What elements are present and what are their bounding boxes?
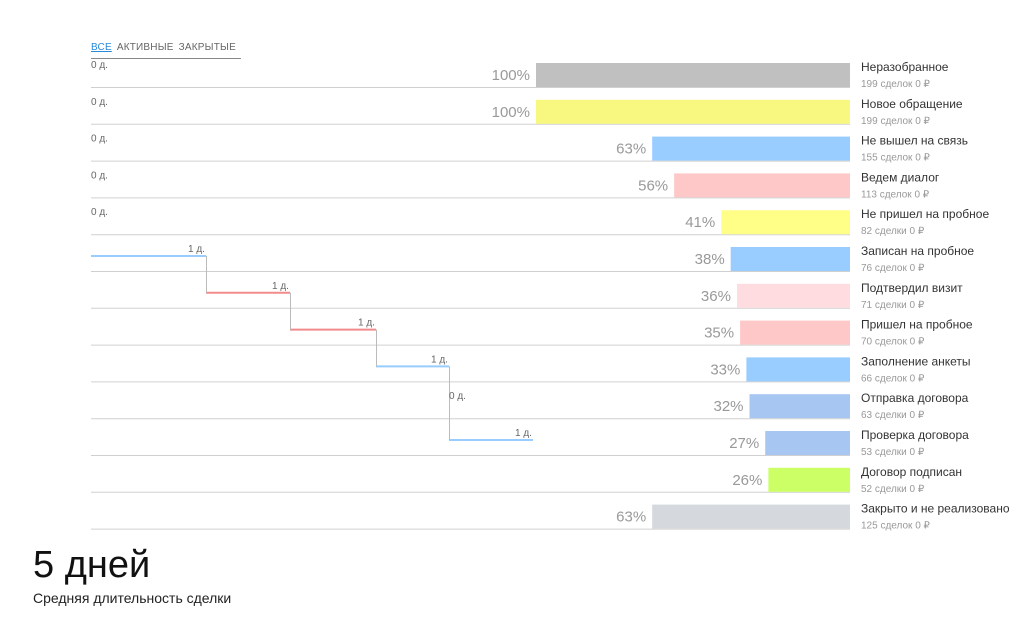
funnel-bar	[536, 63, 850, 87]
funnel-bar	[749, 394, 850, 419]
stage-deals: 125 сделок 0 ₽	[861, 521, 931, 532]
stage-deals: 71 сделки 0 ₽	[861, 300, 925, 311]
percent-label: 41%	[685, 214, 715, 231]
stage-name: Закрыто и не реализовано	[861, 502, 1010, 516]
duration-label: 0 д.	[91, 207, 108, 218]
stage-name: Проверка договора	[861, 428, 969, 442]
duration-label: 0 д.	[91, 97, 108, 108]
funnel-bar	[746, 357, 850, 382]
stage-name: Неразобранное	[861, 60, 949, 74]
average-duration-value: 5 дней	[33, 544, 151, 586]
status-filter-tabs: ВСЕ АКТИВНЫЕ ЗАКРЫТЫЕ	[91, 42, 241, 59]
stage-name: Не пришел на пробное	[861, 207, 989, 221]
percent-label: 63%	[616, 509, 646, 526]
average-duration-caption: Средняя длительность сделки	[33, 590, 232, 606]
percent-label: 56%	[638, 177, 668, 194]
stage-name: Не вышел на связь	[861, 134, 968, 148]
percent-label: 100%	[492, 104, 530, 121]
duration-label: 0 д.	[91, 60, 108, 71]
stage-deals: 76 сделок 0 ₽	[861, 263, 925, 274]
stage-deals: 199 сделок 0 ₽	[861, 116, 931, 127]
duration-label: 0 д.	[91, 170, 108, 181]
percent-label: 38%	[695, 251, 725, 268]
stage-deals: 53 сделки 0 ₽	[861, 447, 925, 458]
percent-label: 33%	[710, 361, 740, 378]
stage-name: Отправка договора	[861, 391, 969, 405]
funnel-bar	[740, 320, 850, 345]
filter-all-tab[interactable]: ВСЕ	[91, 42, 112, 53]
filter-active-tab[interactable]: АКТИВНЫЕ	[116, 42, 174, 53]
funnel-bar	[536, 99, 850, 124]
stage-name: Ведем диалог	[861, 170, 940, 184]
stage-deals: 113 сделок 0 ₽	[861, 189, 930, 200]
stage-name: Записан на пробное	[861, 244, 974, 258]
percent-label: 35%	[704, 325, 734, 342]
stage-deals: 63 сделки 0 ₽	[861, 410, 925, 421]
percent-label: 63%	[616, 141, 646, 158]
stage-deals: 199 сделок 0 ₽	[861, 79, 931, 90]
stage-name: Новое обращение	[861, 97, 963, 111]
stage-name: Подтвердил визит	[861, 281, 963, 295]
percent-label: 100%	[492, 67, 530, 84]
stage-deals: 52 сделки 0 ₽	[861, 484, 925, 495]
funnel-bar	[765, 431, 850, 455]
stage-name: Пришел на пробное	[861, 318, 973, 332]
stage-name: Заполнение анкеты	[861, 354, 971, 368]
stage-deals: 155 сделок 0 ₽	[861, 153, 931, 164]
duration-label: 1 д.	[431, 354, 448, 365]
funnel-bar	[652, 136, 850, 161]
funnel-bar	[730, 247, 850, 271]
funnel-bar	[768, 467, 850, 492]
funnel-bar	[674, 173, 850, 198]
stage-deals: 70 сделок 0 ₽	[861, 337, 925, 348]
percent-label: 36%	[701, 288, 731, 305]
funnel-bar	[721, 210, 850, 235]
duration-label: 1 д.	[188, 244, 205, 255]
funnel-bar	[736, 283, 850, 308]
percent-label: 32%	[713, 398, 743, 415]
duration-label: 0 д.	[449, 391, 466, 402]
stage-name: Договор подписан	[861, 465, 962, 479]
funnel-bar	[652, 504, 850, 529]
pipeline-funnel-chart: 100% Неразобранное 199 сделок 0 ₽ 0 д. 100% Н…	[91, 60, 1010, 532]
duration-label: 1 д.	[515, 428, 532, 439]
percent-label: 26%	[732, 472, 762, 489]
duration-label: 1 д.	[272, 281, 289, 292]
filter-closed-tab[interactable]: ЗАКРЫТЫЕ	[178, 42, 236, 53]
percent-label: 27%	[729, 435, 759, 452]
stage-deals: 66 сделок 0 ₽	[861, 373, 925, 384]
stage-deals: 82 сделки 0 ₽	[861, 226, 925, 237]
duration-label: 0 д.	[91, 134, 108, 145]
duration-label: 1 д.	[358, 318, 375, 329]
